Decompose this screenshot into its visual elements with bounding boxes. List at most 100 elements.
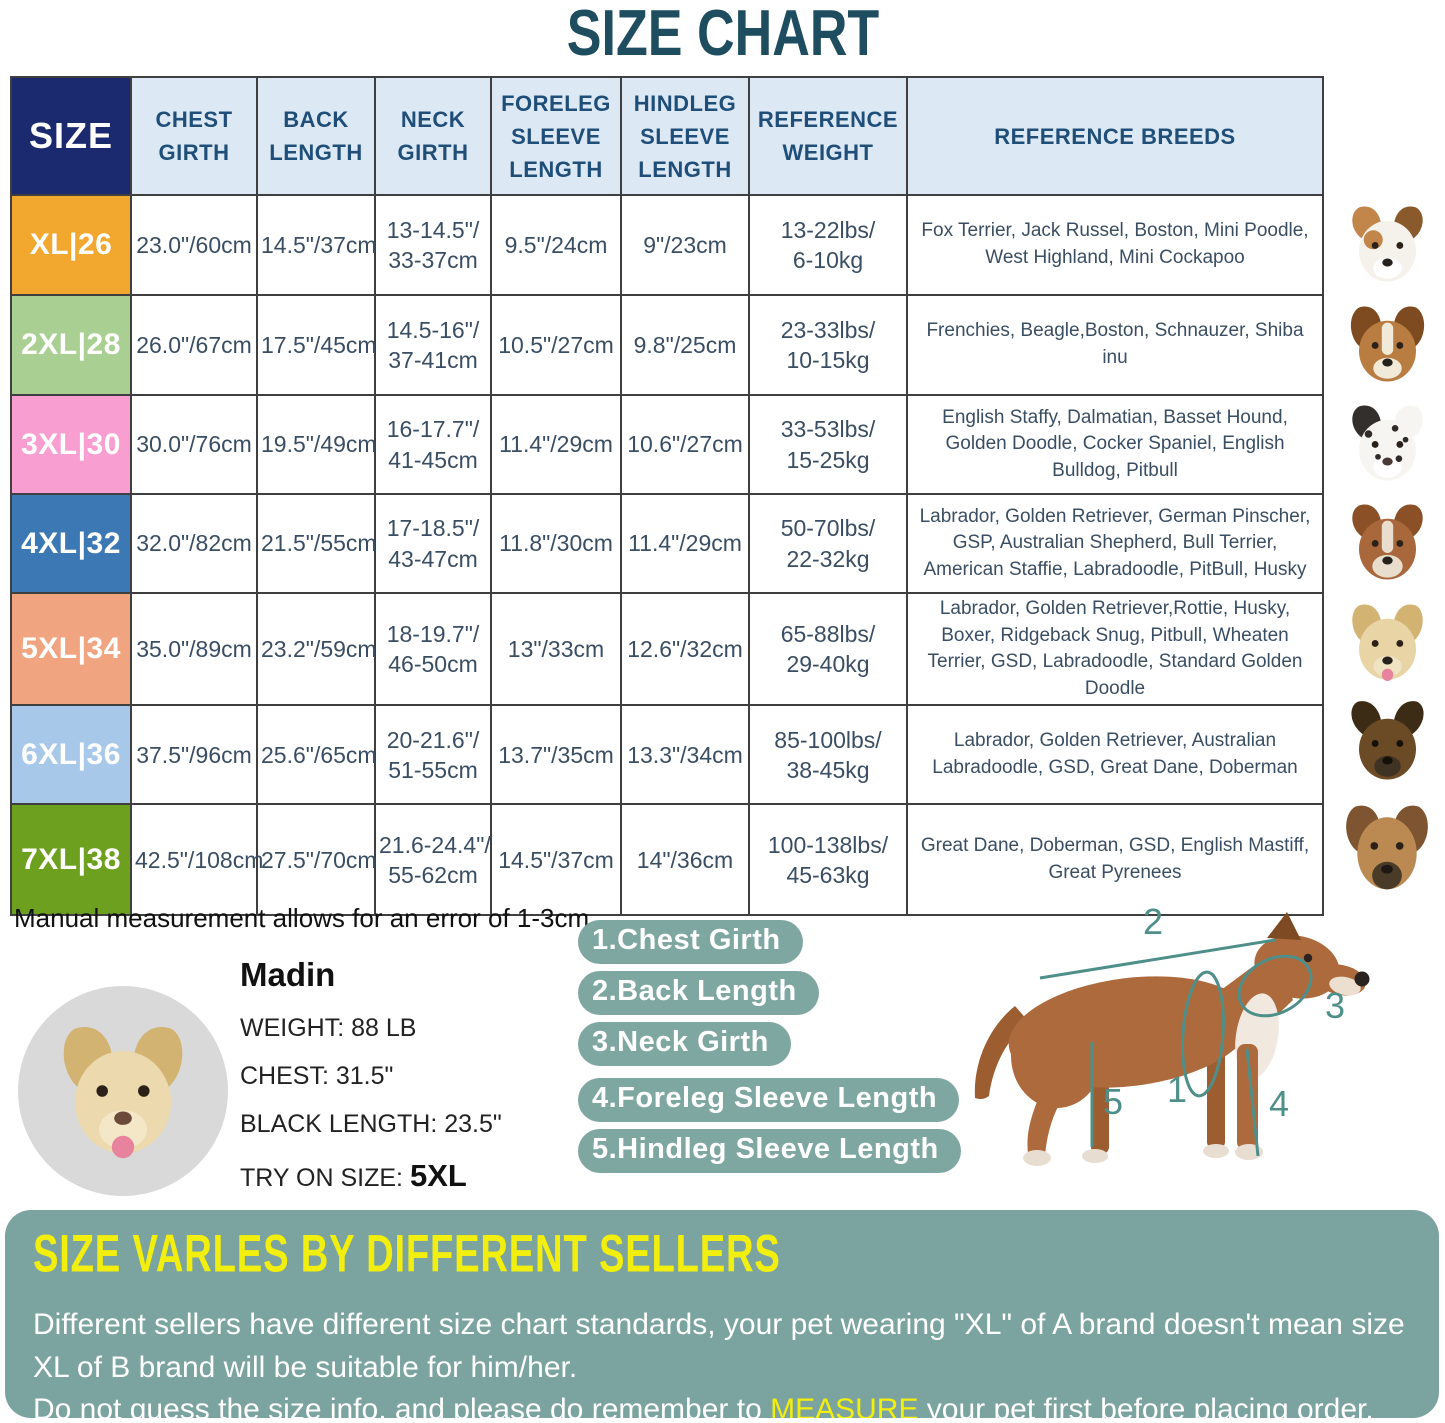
value-line: 38-45kg	[786, 756, 870, 783]
value-line: 33-37cm	[388, 247, 478, 273]
cell-hindleg-length: 14"/36cm	[620, 803, 750, 917]
cell-reference-breeds: Great Dane, Doberman, GSD, English Masti…	[906, 803, 1324, 917]
header-chest-girth: CHEST GIRTH	[130, 76, 258, 196]
jack-russell-dog-photo	[1351, 206, 1423, 282]
cell-neck-girth: 13-14.5"/ 33-37cm	[374, 194, 492, 296]
cell-back-length: 25.6"/65cm	[256, 704, 377, 806]
cell-reference-weight: 100-138lbs/45-63kg	[748, 803, 908, 917]
value-line: 37-41cm	[388, 347, 478, 373]
value-line: 22-32kg	[786, 545, 870, 572]
measurement-label-neck-girth: 3.Neck Girth	[578, 1022, 791, 1066]
breed-photo-column	[1331, 194, 1443, 903]
value-line: 85-100lbs/	[774, 726, 882, 753]
cell-reference-weight: 23-33lbs/10-15kg	[748, 294, 908, 396]
cell-chest-girth: 37.5"/96cm	[130, 704, 258, 806]
measurement-label-back-length: 2.Back Length	[578, 971, 819, 1015]
cell-chest-girth: 35.0"/89cm	[130, 591, 258, 707]
model-chest: CHEST: 31.5"	[240, 1062, 394, 1090]
standing-dog-measurement-diagram: 1 2 3 4 5	[974, 901, 1370, 1166]
cell-reference-breeds: Labrador, Golden Retriever, German Pinsc…	[906, 493, 1324, 594]
value-line: 55-62cm	[388, 861, 478, 888]
header-foreleg-sleeve-length: FORELEG SLEEVE LENGTH	[490, 76, 622, 196]
diagram-number-4: 4	[1269, 1083, 1289, 1124]
value-line: 21.6-24.4"/	[379, 831, 491, 858]
dalmatian-dog-photo	[1351, 405, 1423, 481]
cell-hindleg-length: 10.6"/27cm	[620, 394, 750, 495]
photo-slot	[1331, 792, 1443, 903]
value-line: 46-50cm	[388, 651, 478, 678]
size-label: 5XL|34	[10, 591, 132, 707]
diagram-number-2: 2	[1143, 901, 1163, 942]
photo-slot	[1331, 693, 1443, 792]
cell-hindleg-length: 9"/23cm	[620, 194, 750, 296]
photo-slot	[1331, 394, 1443, 493]
cell-reference-breeds: Labrador, Golden Retriever, Australian L…	[906, 704, 1324, 806]
value-line: 18-19.7"/	[386, 620, 480, 647]
dog-illustration	[974, 912, 1370, 1166]
value-line: 50-70lbs/	[780, 515, 876, 542]
cell-reference-breeds: English Staffy, Dalmatian, Basset Hound,…	[906, 394, 1324, 495]
size-label: 6XL|36	[10, 704, 132, 806]
madin-info-card: Madin WEIGHT: 88 LB CHEST: 31.5" BLACK L…	[240, 956, 580, 1213]
value-line: 15-25kg	[786, 446, 870, 473]
banner-line-1: Different sellers have different size ch…	[33, 1308, 1405, 1384]
cell-chest-girth: 42.5"/108cm	[130, 803, 263, 917]
value-line: 13-14.5"/	[386, 216, 480, 243]
cell-reference-breeds: Fox Terrier, Jack Russel, Boston, Mini P…	[906, 194, 1324, 296]
cell-neck-girth: 18-19.7"/ 46-50cm	[374, 591, 492, 707]
value-line: 20-21.6"/	[386, 726, 480, 753]
cell-foreleg-length: 10.5"/27cm	[490, 294, 622, 396]
value-line: 13-22lbs/	[780, 216, 876, 243]
table-row: 2XL|28 26.0"/67cm 17.5"/45cm 14.5-16"/ 37…	[10, 294, 1324, 396]
header-reference-breeds: REFERENCE BREEDS	[906, 76, 1324, 196]
cell-reference-breeds: Frenchies, Beagle,Boston, Schnauzer, Shi…	[906, 294, 1324, 396]
value-line: 43-47cm	[388, 545, 478, 572]
try-on-size-value: 5XL	[409, 1158, 467, 1193]
diagram-number-1: 1	[1167, 1069, 1187, 1110]
measurement-label-chest-girth: 1.Chest Girth	[578, 920, 803, 964]
cell-foreleg-length: 11.4"/29cm	[490, 394, 622, 495]
cell-back-length: 23.2"/59cm	[256, 591, 377, 707]
value-line: 65-88lbs/	[780, 620, 876, 647]
cell-back-length: 17.5"/45cm	[256, 294, 377, 396]
banner-line-2: Do not guess the size info, and please d…	[33, 1389, 1415, 1418]
value-line: 16-17.7"/	[386, 416, 480, 443]
cell-back-length: 27.5"/70cm	[256, 803, 377, 917]
cell-neck-girth: 21.6-24.4"/ 55-62cm	[374, 803, 492, 917]
banner-measure-highlight: MEASURE	[770, 1393, 919, 1418]
model-name: Madin	[240, 956, 336, 993]
cell-foreleg-length: 13.7"/35cm	[490, 704, 622, 806]
measurement-error-note: Manual measurement allows for an error o…	[14, 903, 590, 933]
value-line: 100-138lbs/	[767, 831, 889, 858]
cell-chest-girth: 23.0"/60cm	[130, 194, 258, 296]
labrador-dog-photo	[63, 1027, 183, 1159]
cell-foreleg-length: 9.5"/24cm	[490, 194, 622, 296]
measurement-legend: 1.Chest Girth 2.Back Length 3.Neck Girth…	[578, 920, 961, 1180]
cell-chest-girth: 26.0"/67cm	[130, 294, 258, 396]
cell-reference-weight: 13-22lbs/6-10kg	[748, 194, 908, 296]
try-on-label: TRY ON SIZE:	[240, 1164, 404, 1192]
photo-slot	[1331, 592, 1443, 693]
value-line: 14.5-16"/	[386, 316, 480, 343]
cell-back-length: 19.5"/49cm	[256, 394, 377, 495]
german-shepherd-dog-photo	[1350, 701, 1424, 780]
value-line: 45-63kg	[786, 861, 870, 888]
size-chart-table: SIZE CHEST GIRTH BACK LENGTH NECK GIRTH …	[10, 76, 1324, 917]
photo-slot	[1331, 194, 1443, 294]
cell-reference-weight: 85-100lbs/38-45kg	[748, 704, 908, 806]
cell-neck-girth: 20-21.6"/ 51-55cm	[374, 704, 492, 806]
value-line: 10-15kg	[786, 347, 870, 373]
value-line: 41-45cm	[388, 446, 478, 473]
labrador-dog-photo	[1351, 604, 1423, 681]
model-weight: WEIGHT: 88 LB	[240, 1014, 417, 1042]
cell-reference-weight: 33-53lbs/15-25kg	[748, 394, 908, 495]
header-size: SIZE	[10, 76, 132, 196]
header-neck-girth: NECK GIRTH	[374, 76, 492, 196]
model-try-on-size: TRY ON SIZE: 5XL	[240, 1158, 580, 1194]
table-row: 5XL|34 35.0"/89cm 23.2"/59cm 18-19.7"/ 46…	[10, 591, 1324, 707]
cell-back-length: 21.5"/55cm	[256, 493, 377, 594]
measurement-label-hindleg-sleeve-length: 5.Hindleg Sleeve Length	[578, 1129, 961, 1173]
value-line: 17-18.5"/	[386, 515, 480, 542]
cell-chest-girth: 32.0"/82cm	[130, 493, 258, 594]
